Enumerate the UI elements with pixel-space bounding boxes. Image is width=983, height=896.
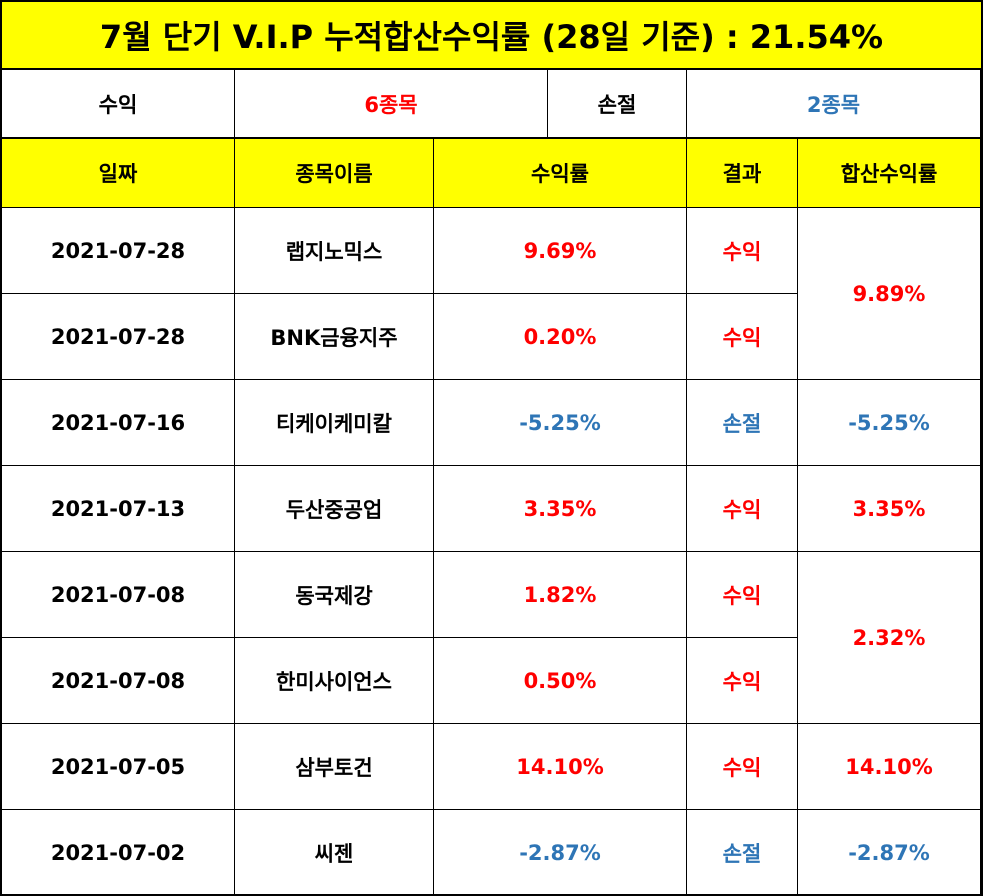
header-name: 종목이름 bbox=[235, 139, 434, 208]
rate-cell: 14.10% bbox=[434, 724, 687, 810]
rate-cell: -2.87% bbox=[434, 810, 687, 896]
rate-cell: 3.35% bbox=[434, 466, 687, 552]
combined-rate-cell: -5.25% bbox=[798, 380, 981, 466]
date-cell: 2021-07-08 bbox=[2, 552, 235, 638]
rate-cell: 0.50% bbox=[434, 638, 687, 724]
combined-rate-cell: 2.32% bbox=[798, 552, 981, 724]
result-cell: 수익 bbox=[687, 466, 798, 552]
name-cell: 씨젠 bbox=[235, 810, 434, 896]
header-result: 결과 bbox=[687, 139, 798, 208]
combined-rate-cell: 3.35% bbox=[798, 466, 981, 552]
header-rate: 수익률 bbox=[434, 139, 687, 208]
date-cell: 2021-07-08 bbox=[2, 638, 235, 724]
profit-label: 수익 bbox=[2, 70, 235, 139]
frame-left bbox=[0, 70, 2, 896]
date-cell: 2021-07-02 bbox=[2, 810, 235, 896]
header-date: 일짜 bbox=[2, 139, 235, 208]
name-cell: BNK금융지주 bbox=[235, 294, 434, 380]
loss-count: 2종목 bbox=[687, 70, 981, 139]
combined-rate-cell: 14.10% bbox=[798, 724, 981, 810]
result-cell: 수익 bbox=[687, 294, 798, 380]
name-cell: 동국제강 bbox=[235, 552, 434, 638]
rate-cell: 0.20% bbox=[434, 294, 687, 380]
name-cell: 삼부토건 bbox=[235, 724, 434, 810]
rate-cell: 9.69% bbox=[434, 208, 687, 294]
rate-cell: -5.25% bbox=[434, 380, 687, 466]
frame-right bbox=[981, 70, 983, 896]
name-cell: 랩지노믹스 bbox=[235, 208, 434, 294]
name-cell: 한미사이언스 bbox=[235, 638, 434, 724]
date-cell: 2021-07-13 bbox=[2, 466, 235, 552]
result-cell: 수익 bbox=[687, 638, 798, 724]
date-cell: 2021-07-05 bbox=[2, 724, 235, 810]
frame-bottom bbox=[0, 894, 983, 896]
rate-cell: 1.82% bbox=[434, 552, 687, 638]
name-cell: 티케이케미칼 bbox=[235, 380, 434, 466]
date-cell: 2021-07-28 bbox=[2, 294, 235, 380]
combined-rate-cell: 9.89% bbox=[798, 208, 981, 380]
result-cell: 손절 bbox=[687, 810, 798, 896]
result-cell: 수익 bbox=[687, 552, 798, 638]
date-cell: 2021-07-28 bbox=[2, 208, 235, 294]
profit-count: 6종목 bbox=[235, 70, 548, 139]
name-cell: 두산중공업 bbox=[235, 466, 434, 552]
result-cell: 손절 bbox=[687, 380, 798, 466]
combined-rate-cell: -2.87% bbox=[798, 810, 981, 896]
sheet-title: 7월 단기 V.I.P 누적합산수익률 (28일 기준) : 21.54% bbox=[0, 0, 983, 70]
header-combined: 합산수익률 bbox=[798, 139, 981, 208]
date-cell: 2021-07-16 bbox=[2, 380, 235, 466]
result-cell: 수익 bbox=[687, 208, 798, 294]
loss-label: 손절 bbox=[548, 70, 687, 139]
result-cell: 수익 bbox=[687, 724, 798, 810]
